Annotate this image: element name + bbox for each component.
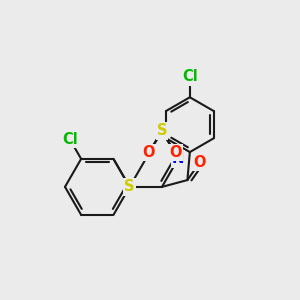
Text: Cl: Cl [62, 132, 78, 147]
Text: O: O [142, 145, 155, 160]
Text: O: O [169, 145, 182, 160]
Text: N: N [172, 152, 184, 166]
Text: O: O [193, 155, 206, 170]
Text: Cl: Cl [182, 69, 198, 84]
Text: S: S [157, 123, 167, 138]
Text: S: S [124, 179, 135, 194]
